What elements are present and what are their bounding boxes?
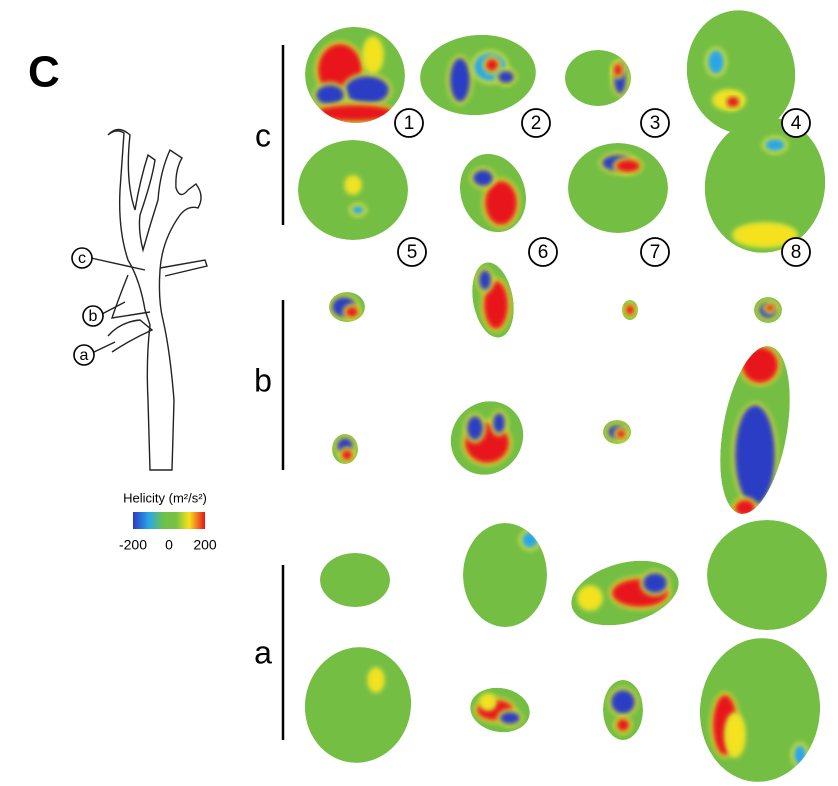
cross-section xyxy=(320,553,390,607)
helicity-spot xyxy=(727,97,739,107)
section-body xyxy=(320,553,390,607)
helicity-spot xyxy=(482,696,494,708)
helicity-spot xyxy=(611,690,635,714)
helicity-spot xyxy=(626,305,634,315)
helicity-spot xyxy=(766,305,774,311)
cross-section xyxy=(564,550,686,636)
cross-section xyxy=(449,144,537,241)
section-body xyxy=(296,639,421,772)
helicity-spot xyxy=(522,532,538,548)
section-number: 2 xyxy=(531,113,542,134)
vessel-label: c xyxy=(78,250,86,267)
helicity-spot xyxy=(727,715,743,755)
helicity-spot xyxy=(643,573,667,593)
cross-section xyxy=(603,420,631,444)
colorbar-tick-label: -200 xyxy=(119,537,147,553)
section-number: 3 xyxy=(650,113,661,134)
helicity-spot xyxy=(467,416,483,440)
helicity-spot xyxy=(365,39,381,71)
helicity-spot xyxy=(498,71,514,83)
helicity-spot xyxy=(345,76,389,104)
section-number: 7 xyxy=(650,242,661,263)
vessel-diagram xyxy=(91,130,207,471)
helicity-spot xyxy=(493,413,505,433)
section-number: 1 xyxy=(404,113,415,134)
cross-section xyxy=(332,434,358,464)
section-number: 6 xyxy=(538,242,549,263)
cross-section xyxy=(565,50,631,106)
cross-section xyxy=(296,639,421,772)
cross-section xyxy=(467,683,534,737)
helicity-spot xyxy=(315,105,395,121)
colorbar-tick-label: 0 xyxy=(165,537,173,553)
cross-section xyxy=(709,341,802,520)
helicity-spot xyxy=(735,500,755,516)
helicity-spot xyxy=(347,178,359,192)
section-number: 4 xyxy=(791,113,802,134)
helicity-spot xyxy=(794,745,806,765)
vessel-label: b xyxy=(89,308,98,325)
helicity-spot xyxy=(346,307,358,317)
helicity-spot xyxy=(485,181,517,225)
group-label: b xyxy=(254,362,272,398)
cross-section xyxy=(694,633,826,786)
helicity-spot xyxy=(486,59,498,71)
helicity-spot xyxy=(617,719,629,731)
colorbar-title: Helicity (m²/s²) xyxy=(123,490,207,505)
helicity-spot xyxy=(614,64,622,76)
helicity-spot xyxy=(616,160,640,172)
helicity-spot xyxy=(352,206,364,214)
helicity-spot xyxy=(316,85,344,105)
cross-section xyxy=(417,30,540,120)
helicity-spot xyxy=(473,170,493,186)
helicity-spot xyxy=(370,670,382,690)
helicity-spot xyxy=(765,139,785,151)
cross-section xyxy=(463,523,547,627)
group-label: c xyxy=(255,117,271,153)
vessel-label: a xyxy=(80,347,89,364)
section-number: 8 xyxy=(791,242,802,263)
colorbar xyxy=(133,512,205,529)
helicity-spot xyxy=(479,270,491,290)
figure: C c b a 1 2 3 4 5 6 7 8 c b a Helicity (m²/s²) -2… xyxy=(0,0,838,786)
helicity-spot xyxy=(450,58,470,102)
cross-section xyxy=(297,19,412,131)
cross-section xyxy=(603,680,643,740)
helicity-spot xyxy=(735,405,775,505)
cross-section xyxy=(436,386,538,489)
group-label: a xyxy=(254,634,272,670)
helicity-spot xyxy=(500,712,520,724)
cross-section xyxy=(467,259,520,341)
cross-section xyxy=(622,300,638,320)
helicity-spot xyxy=(342,450,352,460)
section-number: 5 xyxy=(407,242,418,263)
helicity-spot xyxy=(617,430,625,438)
cross-section xyxy=(329,292,365,322)
cross-section xyxy=(694,108,836,263)
helicity-spot xyxy=(708,50,724,74)
cross-section xyxy=(298,140,408,240)
section-body xyxy=(707,520,827,630)
cross-sections xyxy=(296,2,836,786)
helicity-spot xyxy=(742,347,778,383)
cross-section xyxy=(707,520,827,630)
cross-section xyxy=(568,143,668,233)
colorbar-tick-label: 200 xyxy=(193,537,217,553)
panel-label: C xyxy=(28,48,60,97)
cross-section xyxy=(754,297,782,323)
helicity-spot xyxy=(580,588,600,608)
